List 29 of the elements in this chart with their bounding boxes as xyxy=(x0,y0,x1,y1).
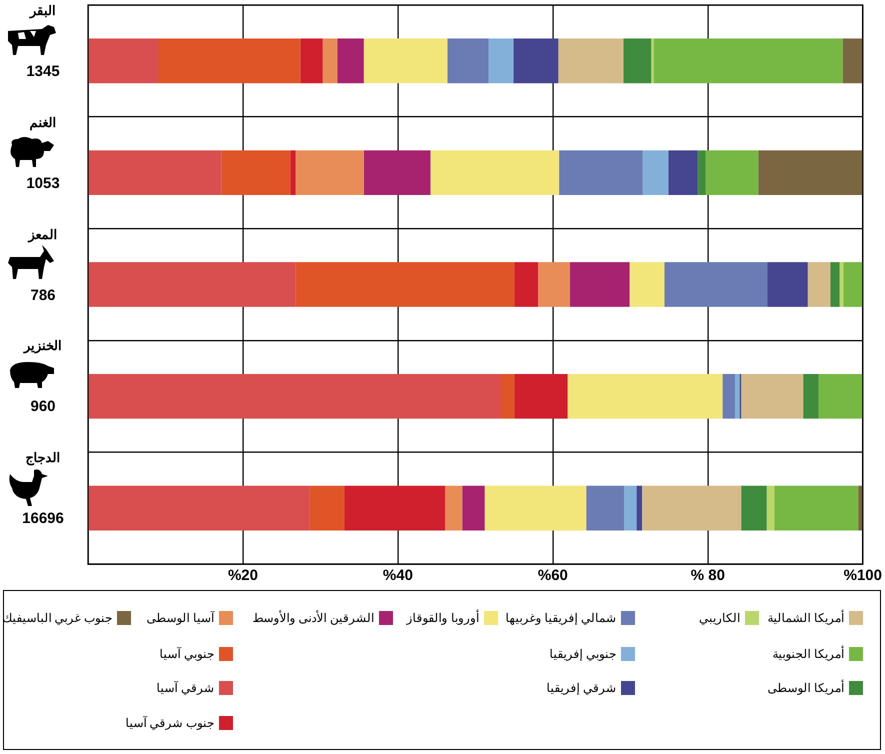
y-tick-label: الغنم xyxy=(28,114,58,130)
y-tick-label: الدجاج xyxy=(24,450,62,466)
legend-label: أمريكا الشمالية xyxy=(768,611,844,625)
text: 1053 xyxy=(25,174,61,192)
text: 1345 xyxy=(25,62,61,80)
legend-label: جنوبي آسيا xyxy=(160,647,214,661)
legend-label: جنوبي إفريقيا xyxy=(550,647,616,661)
y-tick-label: الخنزير xyxy=(22,338,63,354)
legend-label: الشرقين الأدنى والأوسط xyxy=(252,611,374,625)
y-tick-label: البقر xyxy=(28,2,57,18)
text: 960 xyxy=(29,398,57,416)
y-tick-label: المعز xyxy=(26,226,58,242)
text: 16696 xyxy=(21,510,65,528)
x-tick-label: %40 xyxy=(382,567,413,584)
x-tick-label: %100 xyxy=(844,567,882,584)
x-tick-label: %20 xyxy=(228,567,258,584)
legend-label: جنوب شرقي آسيا xyxy=(125,716,214,730)
legend-label: شرقي آسيا xyxy=(156,681,214,695)
legend-label: جنوب غربي الباسيفيك xyxy=(2,611,112,625)
legend-label: شمالي إفريقيا وغربيها xyxy=(505,611,616,625)
legend-label: الكاريبي xyxy=(699,611,740,625)
text: 786 xyxy=(29,286,57,304)
legend-label: أمريكا الوسطى xyxy=(768,681,844,695)
legend-label: آسيا الوسطى xyxy=(146,611,214,625)
legend-label: شرقي إفريقيا xyxy=(546,681,616,695)
legend-label: أوروبا والقوقاز xyxy=(406,611,479,625)
x-tick-label: %60 xyxy=(538,567,568,584)
legend-label: أمريكا الجنوبية xyxy=(772,647,844,661)
x-tick-label: % 80 xyxy=(690,567,725,584)
